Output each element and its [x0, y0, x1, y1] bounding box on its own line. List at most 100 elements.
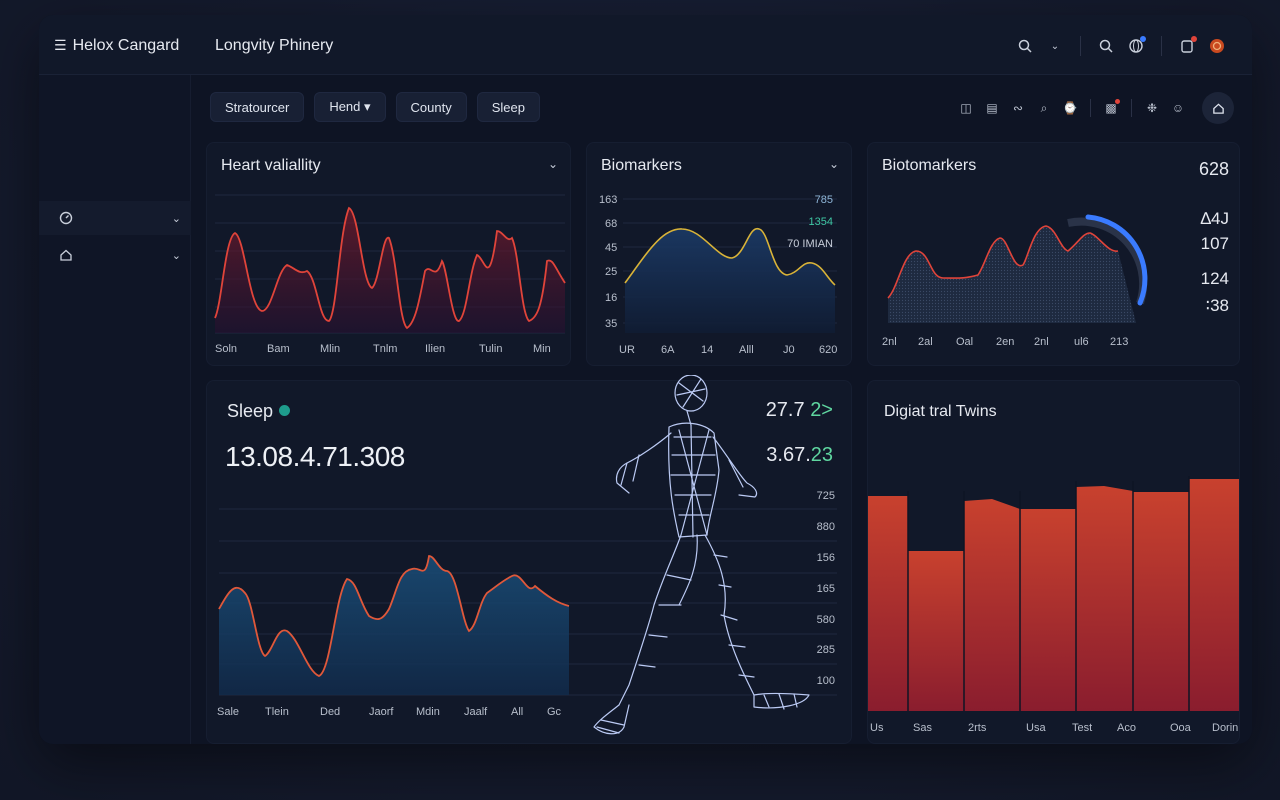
x-tick: 213 — [1110, 336, 1128, 348]
bar — [1189, 479, 1239, 711]
biotomarkers-chart: 2nl 2al Oal 2en 2nl ul6 213 — [882, 214, 1148, 348]
sidebar: ⌄ ⌄ — [39, 75, 191, 744]
x-tick: 2al — [918, 336, 933, 348]
chevron-down-icon: ⌄ — [171, 212, 181, 225]
x-tick: Gc — [547, 706, 562, 718]
stat-value: 3.67. — [766, 444, 811, 466]
x-tick: Oal — [956, 336, 973, 348]
sleep-stat-2: 3.67.23 — [766, 444, 833, 467]
user-icon[interactable]: ☺ — [1171, 101, 1185, 115]
x-tick: Tnlm — [373, 343, 397, 355]
avatar[interactable] — [1202, 33, 1232, 59]
top-icons: ⌄ — [1010, 33, 1232, 59]
link-icon[interactable]: ∾ — [1012, 101, 1024, 115]
twins-card: Digiat tral Twins — [867, 380, 1240, 744]
inbox-icon[interactable]: ▩ — [1099, 93, 1123, 123]
bar — [1076, 486, 1133, 711]
home-button[interactable] — [1202, 92, 1234, 124]
chevron-down-icon[interactable]: ⌄ — [828, 157, 839, 171]
x-tick: Jaalf — [464, 706, 488, 718]
chevron-down-icon[interactable]: ⌄ — [1050, 40, 1060, 52]
x-tick: Jaorf — [369, 706, 394, 718]
biotomarkers-line — [887, 225, 1119, 299]
x-tick: Aco — [1117, 722, 1136, 734]
filter-tabs: Stratourcer Hend ▾ County Sleep — [210, 92, 540, 122]
tab-sleep[interactable]: Sleep — [476, 92, 540, 122]
bell-icon[interactable] — [1172, 33, 1202, 59]
sidebar-item-home[interactable]: ⌄ — [39, 238, 191, 272]
brand[interactable]: ☰ Helox Cangard — [54, 37, 179, 55]
x-tick: Usa — [1026, 722, 1046, 734]
file-icon[interactable]: ▤ — [986, 101, 998, 115]
chevron-down-icon[interactable]: ⌄ — [547, 157, 558, 171]
divider — [1131, 99, 1132, 117]
x-tick: Sas — [913, 722, 932, 734]
gauge-icon — [59, 211, 73, 225]
sleep-line — [218, 555, 570, 677]
biotomarkers-area — [888, 226, 1136, 323]
sleep-chart: 725 880 156 165 580 285 100 Sale Tlein D… — [217, 490, 837, 718]
sleep-card-title: Sleep — [227, 401, 291, 422]
side-value: ∶38 — [1205, 296, 1229, 315]
x-tick: Alll — [739, 344, 754, 356]
x-tick: Mdin — [416, 706, 440, 718]
x-tick: Ilien — [425, 343, 445, 355]
x-tick: 2nl — [1034, 336, 1049, 348]
heart-line — [214, 206, 566, 330]
sleep-area — [219, 556, 569, 695]
x-tick: Dorin — [1212, 722, 1238, 734]
heart-chart: Soln Bam Mlin Tnlm Ilien Tulin Min — [214, 194, 566, 355]
home-icon — [60, 249, 72, 261]
legend-item: 70 IMIAN — [787, 238, 833, 250]
biotomarkers-top-value: 628 — [1198, 159, 1229, 179]
bar — [964, 499, 1020, 711]
search-icon-2[interactable] — [1091, 33, 1121, 59]
x-tick: ul6 — [1074, 336, 1089, 348]
app-window: ☰ Helox Cangard Longvity Phinery ⌄ — [39, 15, 1252, 744]
x-tick: 2en — [996, 336, 1014, 348]
home-icon — [1212, 102, 1224, 114]
x-tick: Min — [533, 343, 551, 355]
x-tick: 2nl — [882, 336, 897, 348]
bar — [1020, 509, 1076, 711]
y-tick: 25 — [605, 266, 617, 278]
twins-card-title: Digiat tral Twins — [884, 403, 997, 420]
sleep-stat-1: 27.7 2> — [766, 399, 833, 422]
biotomarkers-card: Biotomarkers 628 ∆4J 107 124 ∶38 2nl 2al — [867, 142, 1240, 366]
biotomarkers-card-title: Biotomarkers — [882, 157, 977, 174]
biomarkers-line — [624, 228, 836, 286]
y-tick: 100 — [817, 675, 835, 687]
page-title: Longvity Phinery — [215, 37, 334, 54]
gauge-arc — [1085, 214, 1148, 306]
sparkle-icon[interactable]: ⌚ — [1062, 101, 1078, 115]
tab-county[interactable]: County — [395, 92, 467, 122]
bar — [868, 496, 908, 711]
biomarkers-card: Biomarkers ⌄ 163 68 45 — [586, 142, 852, 366]
tab-hend[interactable]: Hend ▾ — [314, 92, 386, 122]
menu-icon[interactable]: ☰ — [54, 37, 67, 53]
x-tick: Sale — [217, 706, 239, 718]
divider — [1090, 99, 1091, 117]
sidebar-item-dashboard[interactable]: ⌄ — [39, 201, 191, 235]
tab-stratourcer[interactable]: Stratourcer — [210, 92, 305, 122]
brand-name: Helox Cangard — [72, 37, 180, 54]
biomarkers-area — [625, 228, 835, 333]
x-tick: Soln — [215, 343, 237, 355]
globe-icon[interactable] — [1121, 33, 1151, 59]
y-tick: 45 — [605, 242, 617, 254]
biomarkers-chart: 163 68 45 25 16 35 785 1354 70 IMIAN UR … — [599, 194, 837, 356]
x-tick: UR — [619, 344, 635, 356]
lock-icon[interactable]: ◫ — [960, 101, 972, 115]
y-tick: 16 — [605, 292, 617, 304]
search-icon[interactable] — [1010, 33, 1040, 59]
biomarkers-card-title: Biomarkers — [601, 157, 682, 174]
pin-icon[interactable]: ❉ — [1146, 101, 1158, 115]
top-bar: ☰ Helox Cangard Longvity Phinery ⌄ — [39, 15, 1252, 75]
side-value: 107 — [1200, 234, 1229, 253]
search-icon[interactable]: ⌕ — [1040, 100, 1048, 115]
y-tick: 165 — [817, 583, 835, 595]
bar — [908, 551, 964, 711]
twins-chart: Us Sas 2rts Usa Test Aco Ooa Dorin — [868, 476, 1239, 734]
x-tick: All — [511, 706, 523, 718]
divider — [1161, 36, 1162, 56]
